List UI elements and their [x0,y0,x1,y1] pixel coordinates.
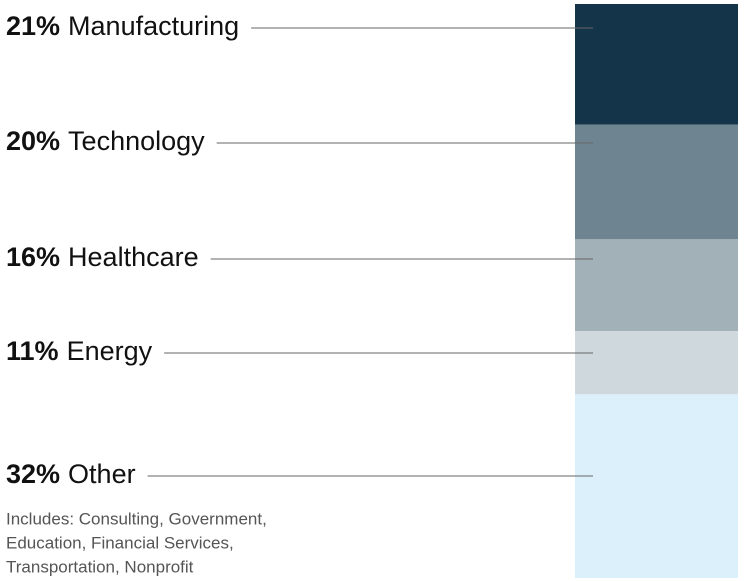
segment-label: 20% Technology [6,126,205,156]
bar-segment [575,124,738,240]
category-label: Manufacturing [68,11,239,41]
bar-segment [575,4,738,125]
note: Includes: Consulting, Government, [6,509,267,528]
segment-label: 21% Manufacturing [6,11,239,41]
category-label: Healthcare [68,242,199,272]
value-label: 16% [6,242,60,272]
bar-segment [575,331,738,395]
segment-label: 32% Other [6,459,136,489]
category-label: Technology [68,126,205,156]
bar-segment [575,394,738,578]
segment-label: 16% Healthcare [6,242,199,272]
category-label: Energy [67,336,153,366]
value-label: 32% [6,459,60,489]
value-label: 11% [6,336,59,366]
value-label: 20% [6,126,60,156]
value-label: 21% [6,11,60,41]
note: Education, Financial Services, [6,533,234,552]
bar-segment [575,239,738,332]
segment-label: 11% Energy [6,336,153,366]
note: Transportation, Nonprofit [6,557,194,576]
category-label: Other [68,459,136,489]
